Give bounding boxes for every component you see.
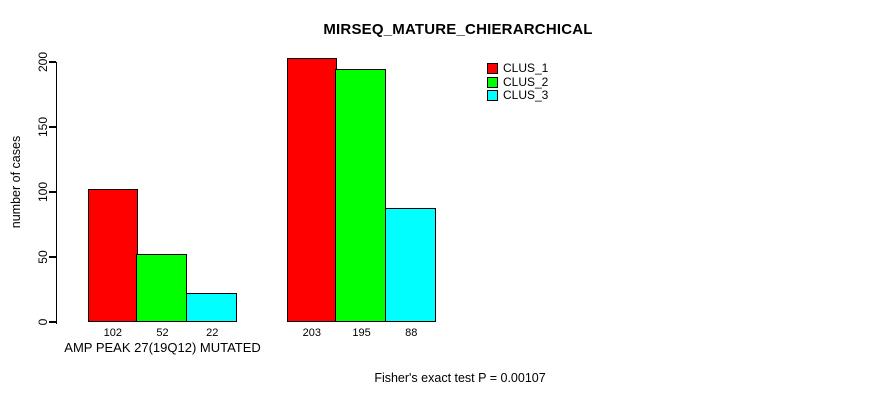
bar-CLUS_2-group2 xyxy=(335,68,387,322)
bar-value-label: 88 xyxy=(405,327,418,339)
y-axis-line xyxy=(55,62,57,324)
y-tick-label: 200 xyxy=(36,51,50,73)
y-tick-label: 50 xyxy=(36,250,50,264)
y-tick-label: 150 xyxy=(36,116,50,138)
bar-value-label: 195 xyxy=(352,327,371,339)
y-axis-label: number of cases xyxy=(9,135,23,229)
y-tick xyxy=(48,61,56,63)
bar-value-label: 102 xyxy=(103,327,123,339)
fisher-test-annotation: Fisher's exact test P = 0.00107 xyxy=(374,371,546,385)
legend-label: CLUS_3 xyxy=(503,88,549,102)
legend-label: CLUS_1 xyxy=(503,61,549,75)
chart-title: MIRSEQ_MATURE_CHIERARCHICAL xyxy=(323,21,593,38)
bar-value-label: 52 xyxy=(156,327,169,339)
y-tick xyxy=(48,321,56,323)
legend-label: CLUS_2 xyxy=(503,74,549,89)
y-tick xyxy=(48,191,56,193)
y-tick xyxy=(48,126,56,128)
y-tick-label: 100 xyxy=(36,181,50,203)
legend-swatch-CLUS_2 xyxy=(487,76,498,88)
bar-CLUS_3-group2 xyxy=(384,207,437,322)
bar-value-label: 22 xyxy=(206,327,219,339)
legend-swatch-CLUS_1 xyxy=(487,63,498,74)
y-tick xyxy=(48,256,56,258)
legend-swatch-CLUS_3 xyxy=(487,90,498,101)
bar-CLUS_1-group2 xyxy=(287,58,337,322)
bar-value-label: 203 xyxy=(302,327,322,339)
y-tick-label: 0 xyxy=(36,318,50,326)
x-group-label: AMP PEAK 27(19Q12) MUTATED xyxy=(64,340,261,355)
bar-CLUS_1-group1 xyxy=(88,189,138,322)
bar-CLUS_2-group1 xyxy=(136,254,188,322)
bar-CLUS_3-group1 xyxy=(185,293,238,322)
